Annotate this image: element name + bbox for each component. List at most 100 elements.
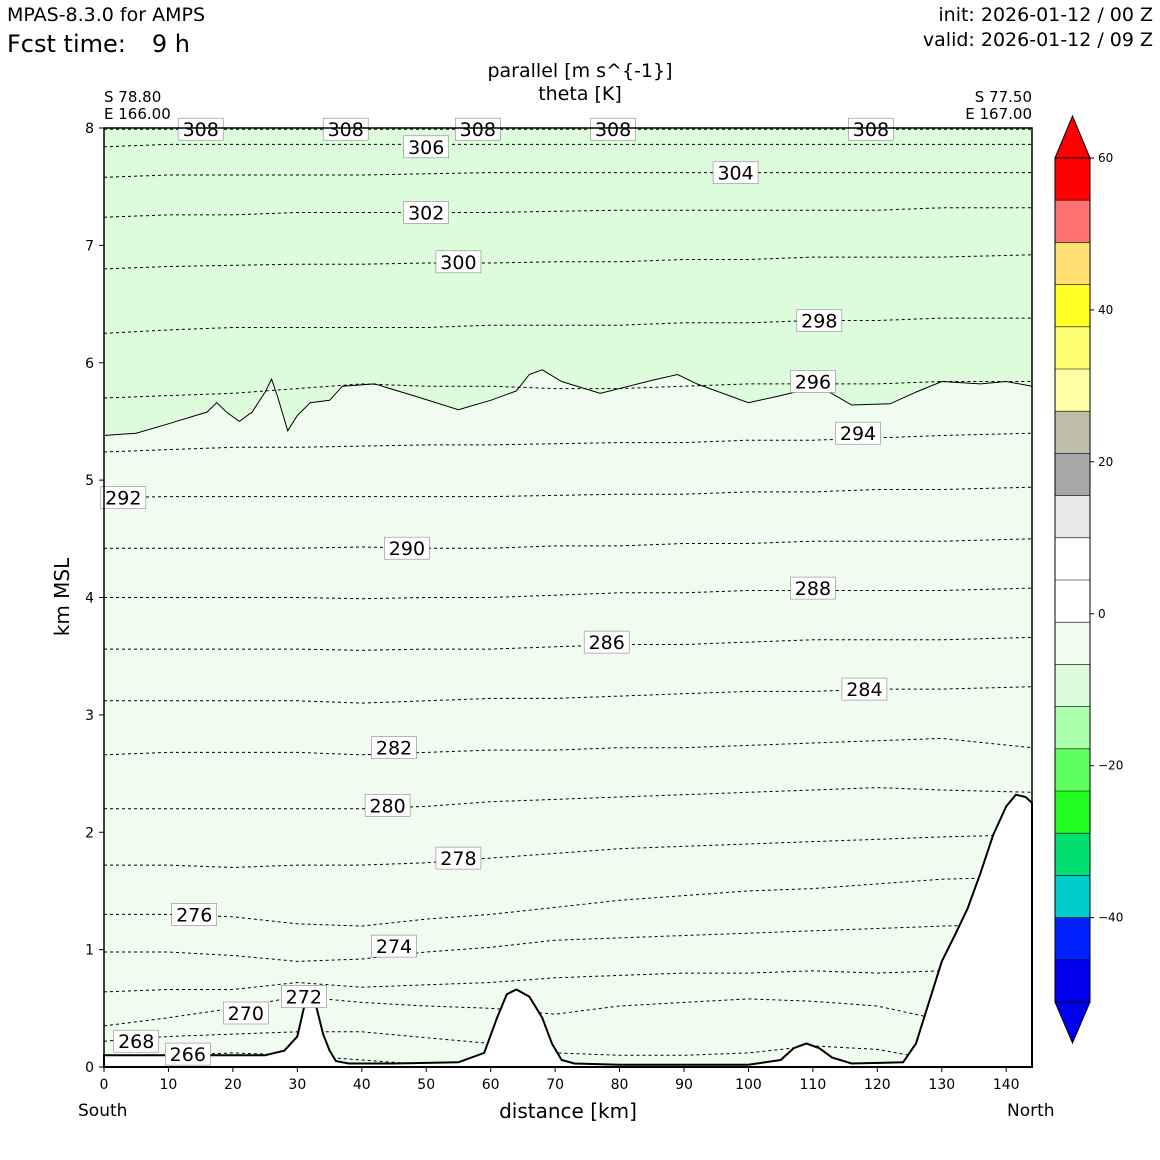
colorbar-swatch bbox=[1055, 917, 1090, 961]
y-tick-label: 4 bbox=[85, 591, 94, 607]
theta-label-290: 290 bbox=[384, 536, 430, 560]
colorbar-frame bbox=[1054, 157, 1091, 1003]
y-tick-label: 2 bbox=[85, 825, 94, 841]
colorbar-swatch bbox=[1055, 411, 1090, 454]
theta-label-284: 284 bbox=[841, 677, 888, 701]
svg-text:302: 302 bbox=[408, 203, 444, 225]
x-tick-label: 80 bbox=[611, 1077, 629, 1093]
theta-label-274: 274 bbox=[371, 934, 417, 958]
theta-label-270: 270 bbox=[223, 1001, 269, 1025]
x-tick-label: 40 bbox=[353, 1077, 371, 1093]
svg-text:280: 280 bbox=[369, 795, 405, 817]
theta-label-272: 272 bbox=[280, 985, 327, 1009]
svg-text:282: 282 bbox=[376, 738, 412, 760]
theta-label-280: 280 bbox=[364, 793, 411, 817]
theta-label-286: 286 bbox=[583, 630, 630, 654]
svg-text:276: 276 bbox=[176, 904, 212, 926]
colorbar: 60 40 20 0 −20 −40 bbox=[1054, 114, 1123, 1045]
colorbar-swatch bbox=[1055, 875, 1090, 919]
theta-contour-272 bbox=[103, 970, 1032, 993]
theta-contour-292 bbox=[103, 486, 1033, 499]
forecast-time-value: 9 h bbox=[151, 30, 190, 58]
svg-text:288: 288 bbox=[795, 578, 831, 600]
theta-label-308: 308 bbox=[177, 117, 224, 141]
theta-contour-302 bbox=[103, 207, 1032, 218]
left-longitude: E 166.00 bbox=[104, 105, 171, 123]
x-tick-label: 110 bbox=[800, 1077, 827, 1093]
theta-contour-298 bbox=[103, 317, 1032, 334]
colorbar-swatch bbox=[1055, 664, 1090, 708]
y-tick-label: 5 bbox=[85, 473, 94, 489]
svg-text:308: 308 bbox=[853, 119, 889, 141]
theta-contour-274 bbox=[104, 923, 1033, 962]
theta-label-306: 306 bbox=[403, 135, 450, 159]
right-latitude: S 77.50 bbox=[974, 88, 1032, 106]
svg-text:272: 272 bbox=[286, 987, 322, 1009]
theta-label-268: 268 bbox=[113, 1029, 159, 1053]
y-tick-label: 3 bbox=[85, 708, 94, 724]
colorbar-tick-label: 20 bbox=[1098, 455, 1113, 469]
colorbar-swatch bbox=[1055, 833, 1090, 876]
theta-contour-290 bbox=[104, 538, 1033, 549]
y-tick-label: 1 bbox=[85, 943, 94, 959]
svg-text:284: 284 bbox=[846, 679, 882, 701]
svg-text:292: 292 bbox=[105, 488, 141, 510]
colorbar-extend-top bbox=[1054, 114, 1091, 159]
left-latitude: S 78.80 bbox=[104, 88, 162, 106]
model-title: MPAS-8.3.0 for AMPS bbox=[7, 4, 206, 26]
x-tick-label: 140 bbox=[993, 1077, 1020, 1093]
colorbar-tick-label: −20 bbox=[1098, 759, 1123, 773]
colorbar-swatch bbox=[1055, 200, 1090, 243]
theta-contour-300 bbox=[103, 254, 1033, 270]
south-label: South bbox=[78, 1101, 128, 1121]
theta-label-302: 302 bbox=[403, 201, 450, 225]
colorbar-swatch bbox=[1055, 495, 1090, 539]
theta-label-308-4: 308 bbox=[590, 117, 636, 141]
x-tick-label: 90 bbox=[675, 1077, 693, 1093]
x-tick-label: 50 bbox=[417, 1077, 435, 1093]
svg-text:270: 270 bbox=[228, 1003, 264, 1025]
svg-text:290: 290 bbox=[389, 538, 425, 560]
colorbar-swatch bbox=[1055, 706, 1090, 750]
colorbar-swatch bbox=[1055, 326, 1090, 370]
svg-text:306: 306 bbox=[408, 137, 444, 159]
y-tick-label: 6 bbox=[85, 356, 94, 372]
svg-text:308: 308 bbox=[328, 119, 364, 141]
theta-contour-276 bbox=[104, 876, 1033, 927]
svg-text:308: 308 bbox=[460, 119, 496, 141]
colorbar-tick-label: 40 bbox=[1098, 303, 1113, 317]
y-tick-label: 8 bbox=[85, 121, 94, 137]
x-tick-label: 120 bbox=[864, 1077, 891, 1093]
colorbar-swatch bbox=[1055, 748, 1090, 792]
colorbar-swatch bbox=[1055, 959, 1090, 1003]
colorbar-tick-label: −40 bbox=[1098, 911, 1123, 925]
north-label: North bbox=[1007, 1101, 1055, 1121]
x-tick-label: 10 bbox=[160, 1077, 178, 1093]
axes: 0 10 20 30 40 50 60 70 80 90 100 110 120 130 140 0 1 2 3 4 5… bbox=[85, 121, 1033, 1093]
init-time: init: 2026-01-12 / 00 Z bbox=[938, 4, 1153, 26]
theta-contour-278 bbox=[104, 834, 1033, 869]
theta-label-292: 292 bbox=[100, 486, 147, 510]
theta-label-300: 300 bbox=[435, 250, 482, 274]
svg-text:308: 308 bbox=[595, 119, 631, 141]
theta-contour-304 bbox=[103, 172, 1032, 178]
right-longitude: E 167.00 bbox=[965, 105, 1032, 123]
colorbar-tick-label: 0 bbox=[1098, 607, 1106, 621]
theta-contour-288 bbox=[104, 587, 1033, 600]
valid-time: valid: 2026-01-12 / 09 Z bbox=[922, 29, 1153, 51]
theta-contour-296 bbox=[103, 381, 1032, 399]
colorbar-swatch bbox=[1055, 622, 1090, 665]
x-axis-label: distance [km] bbox=[499, 1099, 637, 1123]
x-tick-label: 100 bbox=[735, 1077, 762, 1093]
colorbar-extend-bottom bbox=[1054, 1001, 1091, 1045]
theta-label-304: 304 bbox=[712, 161, 759, 185]
theta-contour-282 bbox=[103, 737, 1033, 756]
y-tick-label: 0 bbox=[85, 1060, 94, 1076]
y-tick-label: 7 bbox=[85, 238, 94, 254]
theta-label-282: 282 bbox=[371, 736, 417, 760]
colorbar-tick-label: 60 bbox=[1098, 151, 1113, 165]
theta-contour-286 bbox=[104, 636, 1033, 651]
svg-text:296: 296 bbox=[795, 372, 831, 394]
theta-label-288: 288 bbox=[790, 576, 836, 600]
